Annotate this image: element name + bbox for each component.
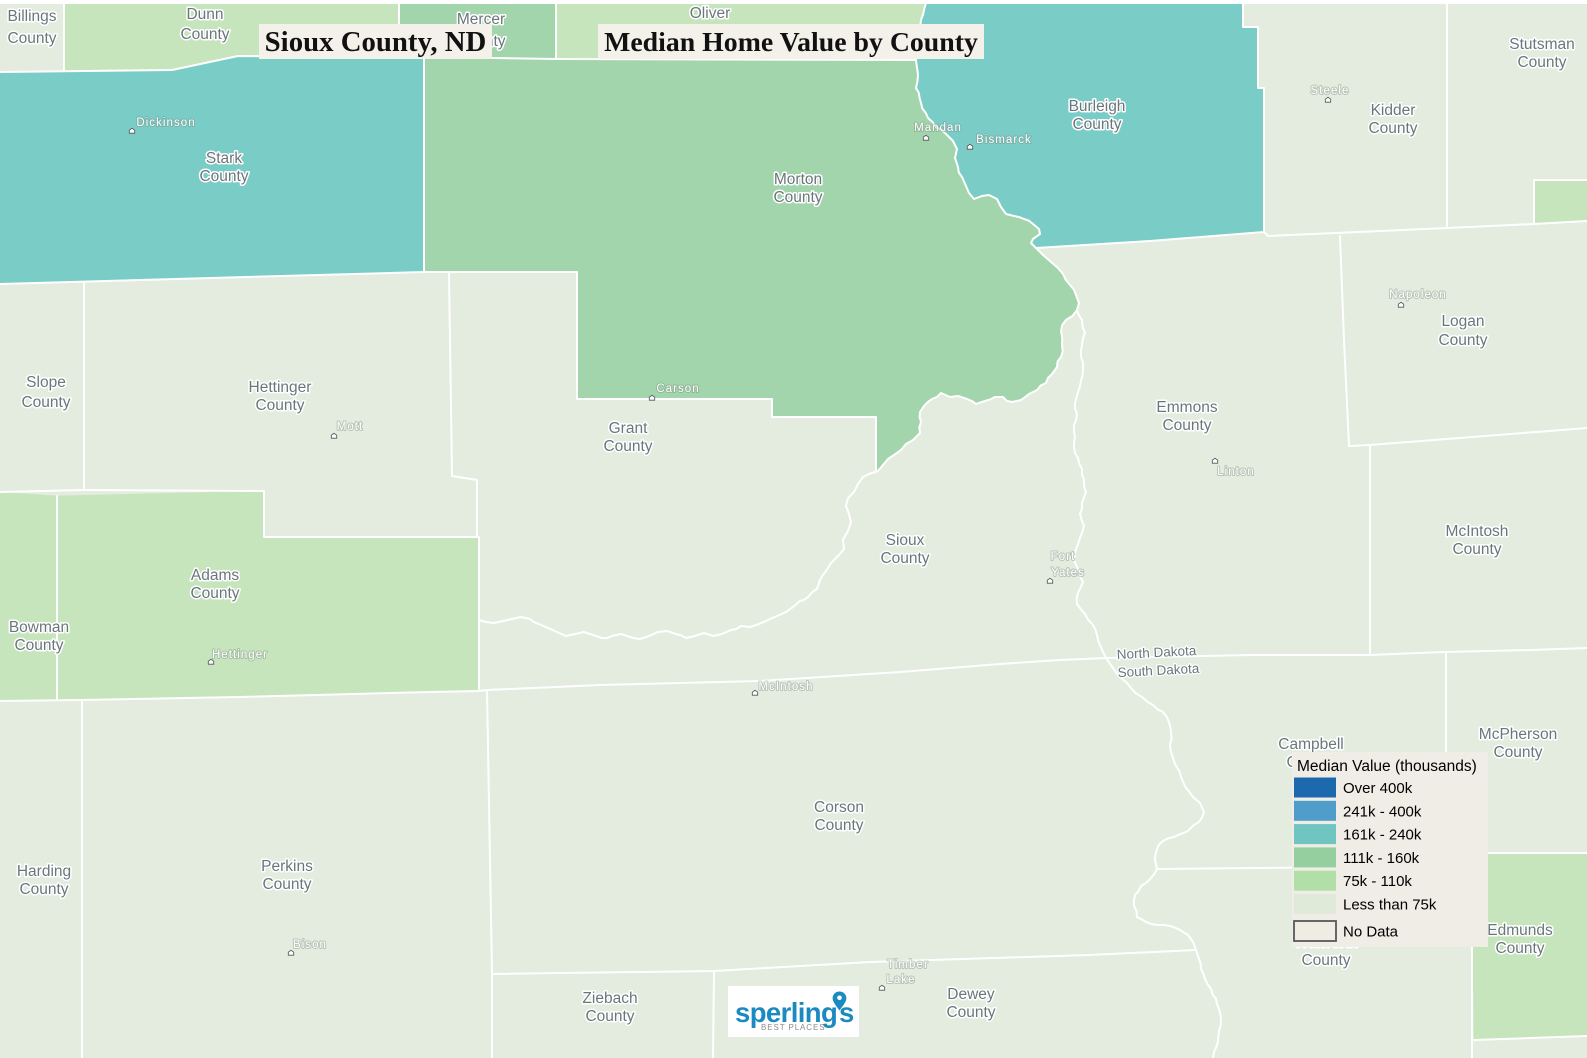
svg-text:County: County xyxy=(1072,116,1121,133)
svg-text:McIntosh: McIntosh xyxy=(758,681,813,693)
svg-text:Oliver: Oliver xyxy=(690,5,730,22)
svg-text:County: County xyxy=(1452,541,1501,558)
svg-text:County: County xyxy=(1162,417,1211,434)
svg-text:Sioux County, ND: Sioux County, ND xyxy=(265,26,487,58)
svg-text:Bowman: Bowman xyxy=(9,619,69,636)
svg-text:Slope: Slope xyxy=(26,374,66,391)
svg-text:Ziebach: Ziebach xyxy=(582,990,637,1007)
svg-text:161k - 240k: 161k - 240k xyxy=(1343,827,1422,844)
svg-text:sperling: sperling xyxy=(735,997,837,1028)
svg-text:McIntosh: McIntosh xyxy=(1446,523,1509,540)
svg-text:South Dakota: South Dakota xyxy=(1117,661,1200,680)
svg-text:Bison: Bison xyxy=(293,939,327,951)
svg-text:Stark: Stark xyxy=(206,150,242,167)
svg-text:Median Home Value by County: Median Home Value by County xyxy=(604,27,978,58)
svg-text:Logan: Logan xyxy=(1441,313,1484,330)
svg-text:Adams: Adams xyxy=(191,567,239,584)
svg-text:Dewey: Dewey xyxy=(947,986,995,1003)
svg-text:Dunn: Dunn xyxy=(186,6,223,23)
svg-text:County: County xyxy=(19,881,68,898)
svg-text:Napoleon: Napoleon xyxy=(1389,289,1447,301)
svg-text:Sioux: Sioux xyxy=(886,532,925,549)
svg-text:Hettinger: Hettinger xyxy=(249,379,312,396)
svg-text:County: County xyxy=(199,168,248,185)
svg-text:Billings: Billings xyxy=(7,8,56,25)
svg-text:Perkins: Perkins xyxy=(261,858,313,875)
svg-text:Lake: Lake xyxy=(886,974,915,986)
svg-text:County: County xyxy=(1495,940,1544,957)
svg-text:Steele: Steele xyxy=(1311,85,1350,97)
svg-text:Morton: Morton xyxy=(774,171,822,188)
svg-text:Timber: Timber xyxy=(887,959,929,971)
svg-text:Corson: Corson xyxy=(814,799,864,816)
svg-text:County: County xyxy=(585,1008,634,1025)
svg-text:Bismarck: Bismarck xyxy=(976,134,1032,146)
svg-text:241k - 400k: 241k - 400k xyxy=(1343,803,1422,820)
svg-text:Median Value (thousands): Median Value (thousands) xyxy=(1297,758,1477,775)
svg-text:Over 400k: Over 400k xyxy=(1343,780,1413,797)
svg-text:Yates: Yates xyxy=(1051,567,1085,579)
svg-text:County: County xyxy=(1438,332,1487,349)
svg-text:111k - 160k: 111k - 160k xyxy=(1343,850,1420,867)
svg-text:County: County xyxy=(21,394,70,411)
svg-text:North Dakota: North Dakota xyxy=(1116,643,1197,662)
svg-text:Stutsman: Stutsman xyxy=(1509,36,1574,53)
svg-text:Hettinger: Hettinger xyxy=(212,649,268,661)
svg-text:Dickinson: Dickinson xyxy=(136,117,195,129)
svg-text:County: County xyxy=(7,30,56,47)
svg-text:Mandan: Mandan xyxy=(914,122,962,134)
svg-text:Grant: Grant xyxy=(609,420,648,437)
svg-text:County: County xyxy=(1301,952,1350,969)
svg-text:Harding: Harding xyxy=(17,863,71,880)
svg-text:Campbell: Campbell xyxy=(1278,736,1343,753)
svg-text:County: County xyxy=(180,26,229,43)
svg-text:County: County xyxy=(603,438,652,455)
svg-text:County: County xyxy=(880,550,929,567)
svg-text:County: County xyxy=(814,817,863,834)
svg-text:Fort: Fort xyxy=(1051,551,1076,563)
svg-text:County: County xyxy=(773,189,822,206)
svg-text:Mott: Mott xyxy=(337,421,364,433)
svg-text:County: County xyxy=(1368,120,1417,137)
svg-text:County: County xyxy=(946,1004,995,1021)
svg-text:Emmons: Emmons xyxy=(1156,399,1217,416)
svg-text:County: County xyxy=(262,876,311,893)
svg-text:Linton: Linton xyxy=(1217,466,1255,478)
svg-text:No Data: No Data xyxy=(1343,924,1399,941)
svg-text:Burleigh: Burleigh xyxy=(1069,98,1126,115)
svg-text:County: County xyxy=(14,637,63,654)
svg-text:McPherson: McPherson xyxy=(1479,726,1557,743)
svg-text:County: County xyxy=(1517,54,1566,71)
svg-text:County: County xyxy=(190,585,239,602)
svg-text:County: County xyxy=(255,397,304,414)
svg-text:Carson: Carson xyxy=(656,383,699,395)
svg-text:Kidder: Kidder xyxy=(1371,102,1416,119)
svg-text:Edmunds: Edmunds xyxy=(1487,922,1553,939)
svg-text:BEST PLACES: BEST PLACES xyxy=(761,1023,825,1032)
svg-text:75k - 110k: 75k - 110k xyxy=(1343,873,1412,890)
svg-text:County: County xyxy=(1493,744,1542,761)
svg-text:Less than 75k: Less than 75k xyxy=(1343,897,1437,914)
